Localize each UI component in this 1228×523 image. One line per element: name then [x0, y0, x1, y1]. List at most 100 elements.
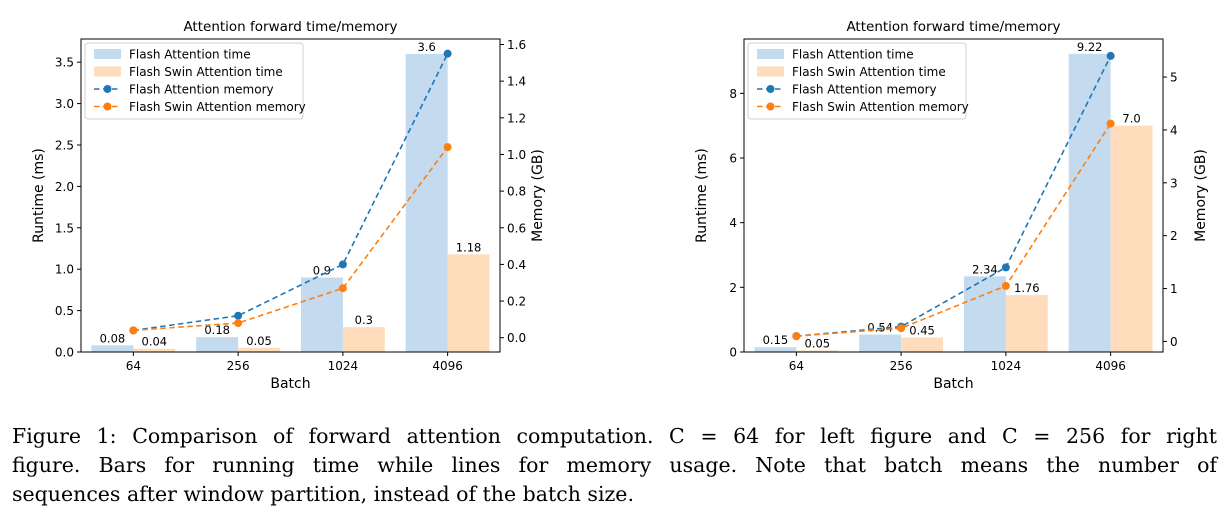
memory-point [897, 324, 906, 333]
x-axis-label: Batch [270, 376, 310, 392]
right-tick-label: 1.4 [507, 75, 526, 89]
left-tick-label: 1.5 [55, 221, 74, 235]
right-chart: 0.15 0.54 2.34 9.22 0.05 0.45 1.76 7.0 0 2 4 6 8 0 1 2 3… [694, 19, 1209, 392]
bar-swin-time [1110, 125, 1153, 352]
memory-point [1001, 263, 1010, 272]
memory-line-0 [133, 53, 449, 332]
bar-value-label: 1.76 [1014, 281, 1040, 295]
right-tick-label: 1.0 [507, 148, 526, 162]
bar-value-label: 7.0 [1122, 112, 1140, 126]
figure-caption: Figure 1: Comparison of forward attentio… [12, 422, 1217, 509]
right-axis-label: Memory (GB) [530, 149, 546, 242]
right-tick-label: 4 [1170, 123, 1178, 137]
bar-value-label: 0.3 [355, 313, 373, 327]
bar-value-label: 0.05 [805, 336, 831, 350]
bar-value-label: 0.04 [142, 335, 168, 349]
x-tick-label: 4096 [432, 359, 463, 373]
bar-flash-time [300, 277, 343, 352]
bar-flash-time [405, 53, 448, 353]
memory-line-1 [796, 123, 1112, 337]
memory-point [1001, 281, 1010, 290]
memory-point [1106, 119, 1115, 128]
left-tick-label: 3.0 [55, 97, 74, 111]
legend-marker [103, 102, 112, 111]
legend-box [747, 42, 967, 120]
memory-point [792, 332, 801, 341]
right-axis-label: Memory (GB) [1193, 149, 1209, 242]
figure: 0.080.180.93.60.04 0.050.31.180.00.51.01.… [31, 19, 1209, 392]
left-tick-label: 6 [729, 151, 737, 165]
legend-label: Flash Swin Attention memory [129, 100, 306, 114]
left-tick-label: 0.5 [55, 304, 74, 318]
x-tick-label: 256 [890, 359, 913, 373]
right-tick-label: 0.8 [507, 185, 526, 199]
x-tick-label: 64 [126, 359, 141, 373]
right-tick-label: 1.6 [507, 38, 526, 52]
memory-point [129, 326, 138, 335]
legend-swatch [94, 49, 121, 59]
bar-swin-time [901, 337, 944, 352]
legend-marker [103, 85, 112, 93]
legend-label: Flash Swin Attention time [129, 65, 283, 79]
memory-point [443, 49, 452, 58]
bar-flash-time [91, 345, 134, 352]
right-tick-label: 2 [1170, 229, 1178, 243]
right-tick-label: 0.6 [507, 221, 526, 235]
left-tick-label: 1.0 [55, 263, 74, 277]
bar-value-label: 0.45 [909, 323, 935, 337]
right-tick-label: 0 [1170, 335, 1178, 349]
bar-swin-time [1005, 295, 1048, 352]
left-tick-label: 0 [729, 346, 737, 360]
x-tick-label: 4096 [1095, 359, 1126, 373]
left-tick-label: 0.0 [55, 346, 74, 360]
legend-label: Flash Attention time [792, 48, 914, 62]
left-tick-label: 2 [729, 281, 737, 295]
bar-flash-time [754, 347, 797, 352]
x-tick-label: 1024 [328, 359, 359, 373]
x-tick-label: 64 [789, 359, 804, 373]
left-axis-label: Runtime (ms) [31, 148, 47, 243]
bar-value-label: 3.6 [418, 40, 436, 54]
right-tick-label: 0.4 [507, 258, 526, 272]
memory-point [338, 284, 347, 293]
memory-line-0 [796, 55, 1112, 337]
left-axis-label: Runtime (ms) [694, 148, 710, 243]
bar-value-label: 0.15 [763, 333, 789, 347]
bar-value-label: 2.34 [972, 262, 998, 276]
left-tick-label: 2.5 [55, 138, 74, 152]
memory-point [1106, 51, 1115, 60]
left-tick-label: 4 [729, 216, 737, 230]
right-tick-label: 5 [1170, 71, 1178, 85]
plot-frame [743, 38, 1164, 353]
legend-swatch [757, 49, 784, 59]
legend-label: Flash Swin Attention time [792, 65, 946, 79]
bar-value-label: 1.18 [456, 240, 482, 254]
bar-value-label: 0.05 [246, 334, 272, 348]
right-tick-label: 0.2 [507, 295, 526, 309]
left-tick-label: 8 [729, 87, 737, 101]
bar-value-label: 0.08 [100, 331, 126, 345]
x-tick-label: 256 [227, 359, 250, 373]
bar-value-label: 9.22 [1077, 40, 1103, 54]
x-axis-label: Batch [933, 376, 973, 392]
legend-label: Flash Attention memory [792, 83, 937, 97]
x-tick-label: 1024 [991, 359, 1022, 373]
memory-point [234, 319, 243, 328]
caption-line-3: sequences after window partition, instea… [12, 482, 634, 506]
bar-swin-time [133, 348, 176, 352]
left-tick-label: 3.5 [55, 56, 74, 70]
plot-frame [80, 38, 501, 353]
left-chart: 0.08 0.18 0.9 3.6 0.04 0.05 0.3 1.18 0.0 0.5 1.0 1.… [31, 19, 546, 392]
legend-label: Flash Attention memory [129, 83, 274, 97]
right-tick-label: 3 [1170, 176, 1178, 190]
right-tick-label: 1 [1170, 282, 1178, 296]
legend-swatch [94, 66, 121, 77]
right-tick-label: 1.2 [507, 111, 526, 125]
chart-title: Attention forward time/memory [183, 19, 397, 35]
legend-swatch [757, 66, 784, 77]
legend-label: Flash Attention time [129, 48, 251, 62]
bar-value-label: 0.9 [313, 263, 331, 277]
legend-label: Flash Swin Attention memory [792, 100, 969, 114]
bar-swin-time [447, 254, 490, 352]
legend-box [84, 42, 304, 120]
